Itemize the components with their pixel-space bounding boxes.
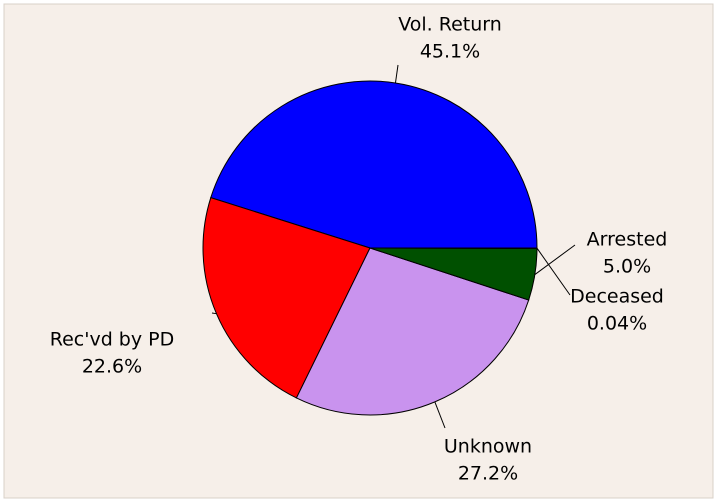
pie-slice [295, 247, 530, 416]
slice-value-label: 22.6% [82, 356, 142, 378]
leader-line [211, 312, 217, 315]
slice-value-label: 0.04% [587, 313, 647, 335]
slice-value-label: 5.0% [603, 256, 651, 278]
slice-value-label: 27.2% [458, 463, 518, 485]
pie-slice [210, 80, 538, 249]
slice-label: Unknown [444, 436, 532, 458]
slice-label: Rec'vd by PD [50, 329, 174, 351]
leader-line [394, 64, 399, 84]
leader-line [434, 401, 446, 429]
leader-line [536, 247, 571, 296]
slice-label: Vol. Return [398, 14, 502, 36]
slice-label: Arrested [587, 229, 668, 251]
pie-slice [202, 197, 371, 399]
leader-line [534, 244, 576, 275]
slice-value-label: 45.1% [420, 41, 480, 63]
slice-label: Deceased [570, 286, 664, 308]
